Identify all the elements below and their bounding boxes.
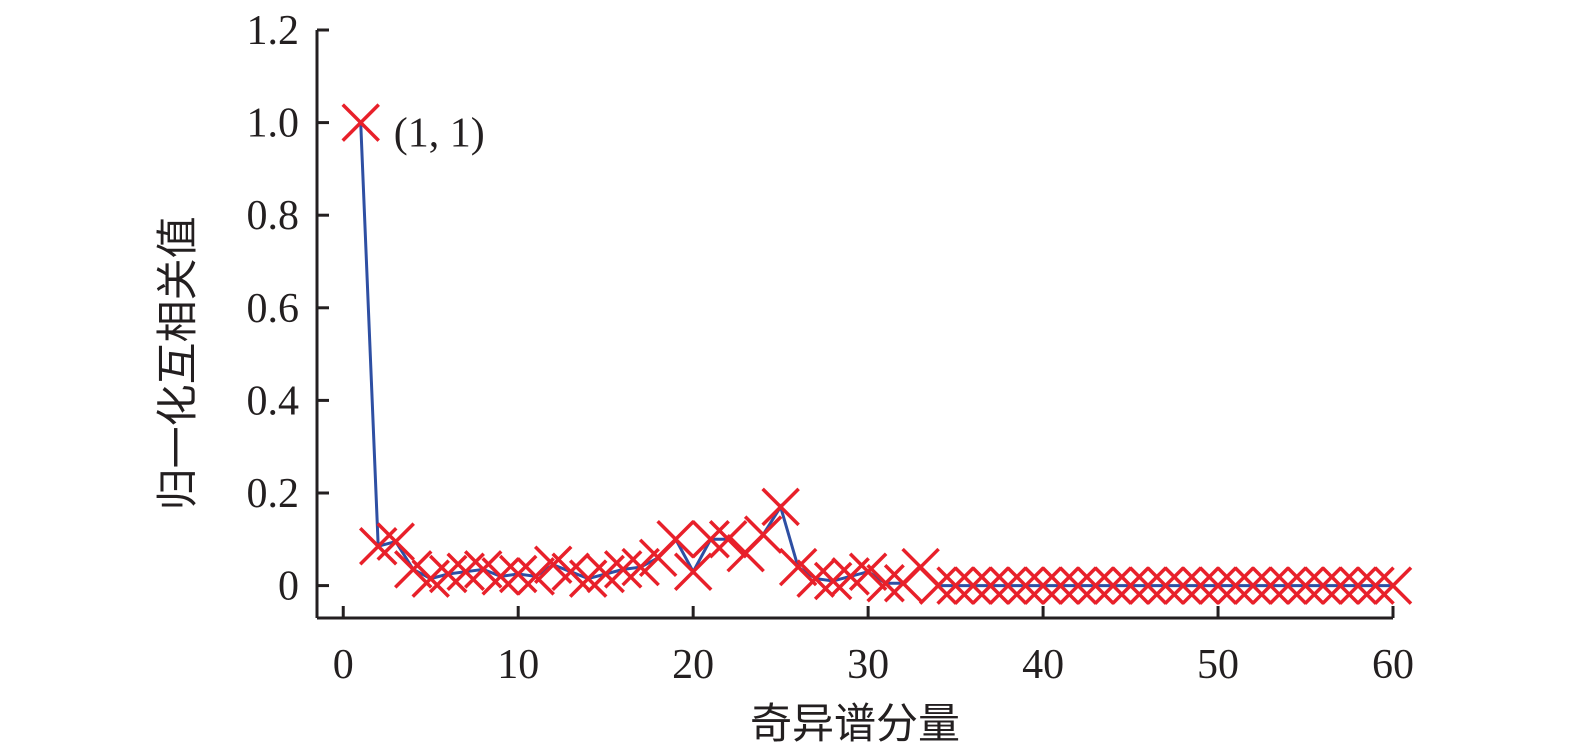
data-point-marker	[1303, 566, 1343, 605]
data-point-marker	[708, 520, 748, 559]
x-tick-label: 10	[497, 642, 539, 688]
data-point-marker	[936, 566, 975, 605]
y-tick-label: 1.0	[247, 101, 300, 147]
data-point-marker	[1146, 566, 1185, 605]
data-point-marker	[1111, 566, 1150, 605]
data-point-marker	[516, 557, 555, 596]
data-point-marker	[1356, 566, 1395, 605]
x-axis-title: 奇异谱分量	[750, 699, 960, 748]
data-point-marker	[761, 487, 800, 527]
data-point-marker	[796, 559, 835, 598]
data-point-marker	[971, 566, 1010, 605]
data-point-marker	[1163, 566, 1203, 605]
y-ticks: 0 0.2 0.4 0.6 0.8 1.0 1.2	[247, 8, 329, 610]
data-point-marker	[376, 522, 415, 561]
data-point-marker	[1128, 566, 1168, 605]
x-tick-label: 50	[1197, 642, 1239, 688]
data-point-marker	[481, 557, 520, 596]
x-tick-label: 0	[333, 642, 354, 688]
data-point-marker	[1216, 566, 1255, 605]
data-point-marker	[446, 552, 485, 591]
data-point-marker	[1093, 566, 1133, 605]
y-tick-label: 0.2	[247, 471, 300, 517]
x-tick-label: 30	[847, 642, 889, 688]
data-point-marker	[953, 566, 993, 605]
y-tick-label: 0.8	[247, 193, 300, 239]
data-point-marker	[1076, 566, 1115, 605]
data-point-marker	[393, 550, 433, 589]
data-point-marker	[1251, 566, 1290, 605]
y-tick-label: 1.2	[247, 8, 300, 54]
data-point-marker	[1321, 566, 1360, 605]
data-point-marker	[1198, 566, 1238, 605]
data-point-marker	[341, 103, 380, 142]
data-point-marker	[691, 520, 730, 559]
data-point-marker	[988, 566, 1028, 605]
series-markers	[341, 103, 1413, 605]
data-point-marker	[1181, 566, 1220, 605]
annotation-label: (1, 1)	[394, 111, 485, 157]
data-point-marker	[866, 564, 905, 603]
data-point-marker	[1058, 566, 1098, 605]
data-point-marker	[1023, 566, 1063, 605]
data-point-marker	[1233, 566, 1273, 605]
x-tick-label: 40	[1022, 642, 1064, 688]
y-tick-label: 0.4	[247, 378, 300, 424]
data-point-marker	[498, 554, 538, 594]
data-point-marker	[778, 547, 818, 587]
data-point-marker	[1268, 566, 1308, 605]
data-point-marker	[1373, 566, 1413, 605]
axes	[315, 30, 1393, 620]
x-ticks: 0 10 20 30 40 50 60	[333, 606, 1414, 688]
data-point-marker	[1338, 566, 1378, 605]
data-point-marker	[673, 552, 713, 591]
data-point-marker	[1041, 566, 1080, 605]
y-axis-title: 归一化互相关值	[153, 216, 202, 510]
data-point-marker	[1006, 566, 1045, 605]
x-tick-label: 20	[672, 642, 714, 688]
data-point-marker	[621, 547, 660, 587]
data-point-marker	[743, 515, 783, 554]
y-tick-label: 0.6	[247, 286, 300, 332]
data-point-marker	[918, 566, 958, 605]
data-point-marker	[428, 554, 468, 594]
x-tick-label: 60	[1372, 642, 1414, 688]
series-line	[359, 122, 1393, 588]
y-tick-label: 0	[278, 564, 299, 610]
data-point-marker	[848, 552, 888, 591]
data-point-marker	[603, 550, 643, 589]
data-point-marker	[1286, 566, 1325, 605]
data-point-marker	[656, 520, 695, 559]
